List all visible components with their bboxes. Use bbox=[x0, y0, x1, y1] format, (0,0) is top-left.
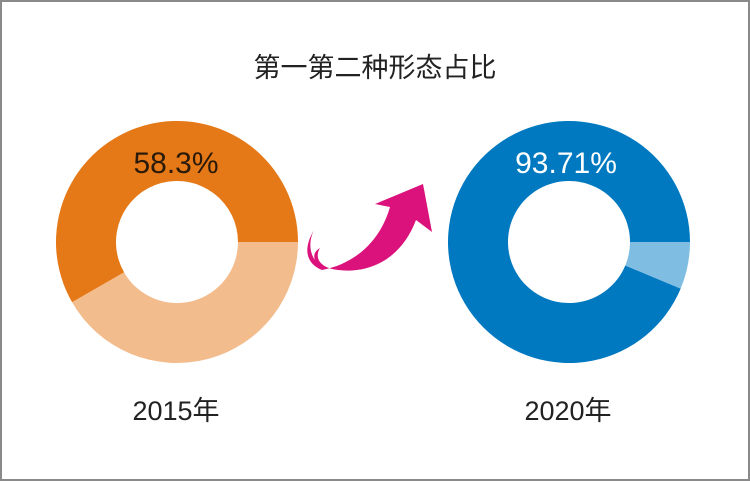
donut-slice-other bbox=[625, 242, 690, 289]
donut-2020 bbox=[447, 120, 690, 363]
chart-title: 第一第二种形态占比 bbox=[253, 53, 497, 84]
donut-2015 bbox=[55, 120, 298, 363]
donut-slice-main bbox=[447, 120, 690, 363]
category-label-2015: 2015年 bbox=[132, 396, 219, 426]
category-label-2020: 2020年 bbox=[524, 396, 611, 426]
transition-arrow-icon bbox=[307, 184, 432, 271]
donut-slice-other bbox=[72, 242, 298, 363]
data-label-2015: 58.3% bbox=[133, 147, 218, 180]
data-label-2020: 93.71% bbox=[515, 147, 617, 180]
donut-slice-main bbox=[55, 120, 298, 303]
